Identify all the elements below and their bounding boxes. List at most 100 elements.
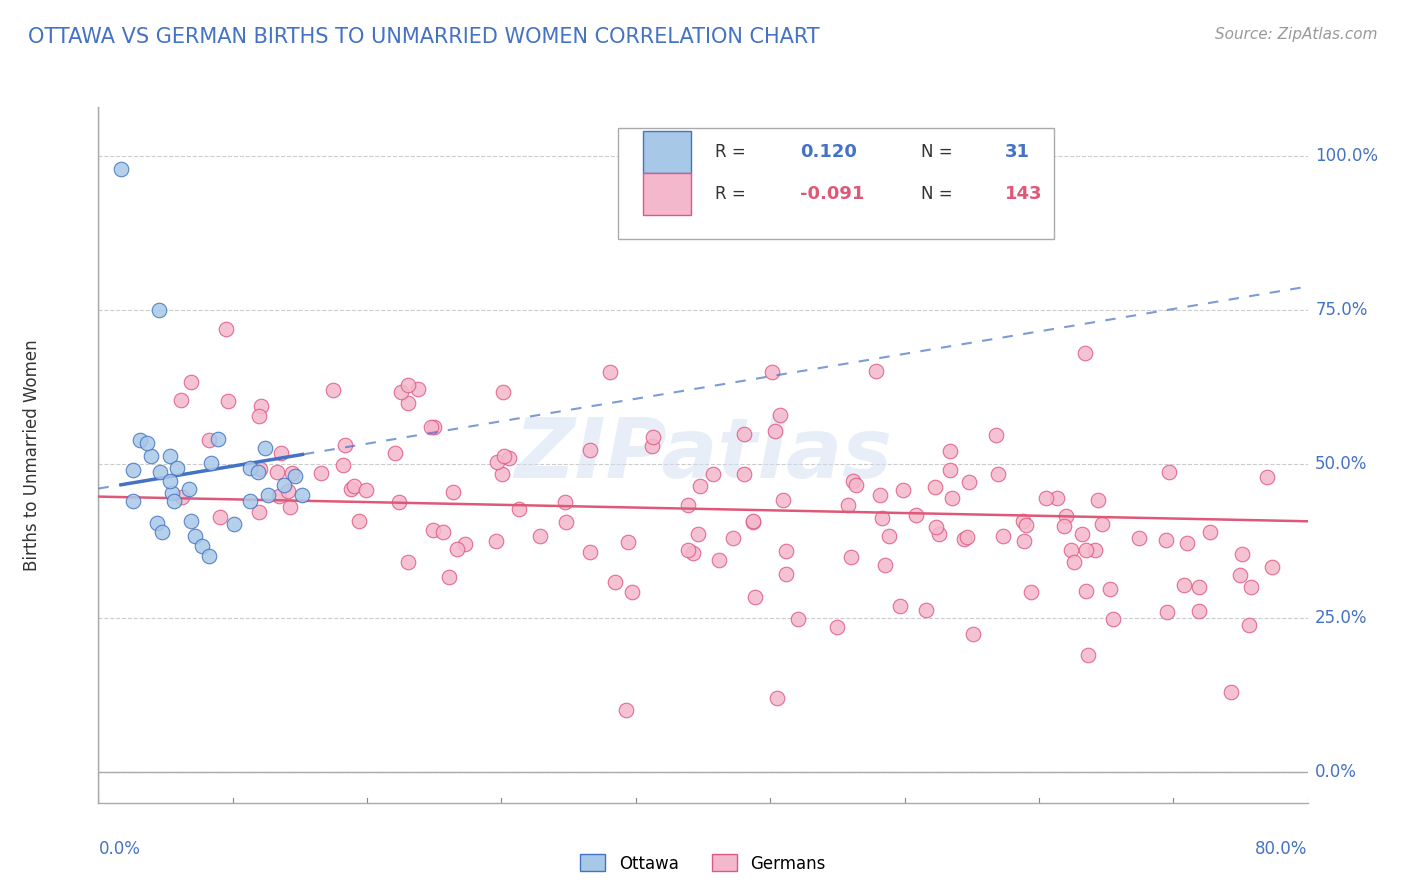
Point xyxy=(599,365,621,379)
Point xyxy=(277,483,299,498)
Point xyxy=(1070,527,1092,541)
Text: Source: ZipAtlas.com: Source: ZipAtlas.com xyxy=(1215,27,1378,42)
Point xyxy=(1076,584,1098,599)
FancyBboxPatch shape xyxy=(619,128,1053,239)
Point xyxy=(1188,604,1211,618)
Point xyxy=(247,409,270,423)
Point xyxy=(925,520,948,534)
Point xyxy=(190,539,212,553)
Point xyxy=(1159,465,1181,479)
Point xyxy=(437,570,460,584)
Point xyxy=(1077,648,1099,662)
Point xyxy=(422,419,444,434)
Point xyxy=(984,428,1007,442)
Text: -0.091: -0.091 xyxy=(800,185,865,203)
Point xyxy=(1019,585,1042,599)
Point xyxy=(733,467,755,482)
Point xyxy=(775,544,797,558)
Point xyxy=(492,385,515,400)
Point xyxy=(339,482,361,496)
Point xyxy=(761,365,783,379)
Point xyxy=(1220,685,1243,699)
Point xyxy=(280,500,302,515)
Point xyxy=(763,424,786,438)
Point xyxy=(498,450,520,465)
Point xyxy=(554,494,576,508)
Point xyxy=(110,161,132,176)
Point xyxy=(775,567,797,582)
Point xyxy=(529,528,551,542)
Point xyxy=(837,498,859,512)
Point xyxy=(941,491,963,505)
Point xyxy=(209,509,232,524)
Point xyxy=(214,321,236,335)
Point xyxy=(217,393,239,408)
Point xyxy=(170,490,193,504)
Point xyxy=(250,399,273,413)
Point xyxy=(1074,543,1097,558)
Point xyxy=(1199,524,1222,539)
Point xyxy=(1173,578,1195,592)
Point xyxy=(249,461,271,475)
Point xyxy=(432,525,454,540)
Point xyxy=(222,516,245,531)
Point xyxy=(389,384,412,399)
Point xyxy=(396,377,419,392)
Point xyxy=(239,494,262,508)
Point xyxy=(135,435,157,450)
Point xyxy=(839,550,862,565)
Point xyxy=(689,479,711,493)
Point xyxy=(1098,582,1121,597)
Point xyxy=(1256,470,1278,484)
Point xyxy=(256,487,278,501)
Point xyxy=(1156,605,1178,619)
Legend: Ottawa, Germans: Ottawa, Germans xyxy=(574,847,832,880)
Point xyxy=(1063,555,1085,569)
Point xyxy=(146,516,169,531)
Point xyxy=(1053,518,1076,533)
Text: 50.0%: 50.0% xyxy=(1315,455,1368,473)
Point xyxy=(825,620,848,634)
Point xyxy=(347,514,370,528)
Point xyxy=(1091,517,1114,532)
Point xyxy=(486,455,509,469)
Point xyxy=(875,558,897,572)
Point xyxy=(273,477,295,491)
Point xyxy=(845,477,868,491)
Point xyxy=(957,475,980,489)
Text: R =: R = xyxy=(716,144,751,161)
Point xyxy=(709,553,731,567)
Text: 100.0%: 100.0% xyxy=(1315,147,1378,165)
Point xyxy=(554,515,576,529)
Point xyxy=(865,364,887,378)
Point xyxy=(579,443,602,458)
Point xyxy=(579,545,602,559)
Point xyxy=(769,408,792,422)
Point xyxy=(180,375,202,389)
Point xyxy=(1074,346,1097,360)
Text: 0.0%: 0.0% xyxy=(98,839,141,858)
Point xyxy=(1060,542,1083,557)
Point xyxy=(772,493,794,508)
Point xyxy=(987,467,1010,481)
Point xyxy=(1237,618,1260,632)
Point xyxy=(676,542,699,557)
Point xyxy=(166,460,188,475)
Text: 31: 31 xyxy=(1005,144,1031,161)
Point xyxy=(291,488,314,502)
Point xyxy=(686,527,709,541)
Point xyxy=(247,505,270,519)
Point xyxy=(962,626,984,640)
Point xyxy=(744,590,766,604)
Point xyxy=(159,450,181,464)
Text: N =: N = xyxy=(921,144,957,161)
Point xyxy=(723,531,745,545)
Point xyxy=(1035,491,1057,506)
Point xyxy=(266,465,288,479)
Point xyxy=(924,480,946,494)
Point xyxy=(939,443,962,458)
Point xyxy=(1102,612,1125,626)
Point xyxy=(198,549,221,563)
Point xyxy=(702,467,724,481)
Point xyxy=(939,462,962,476)
